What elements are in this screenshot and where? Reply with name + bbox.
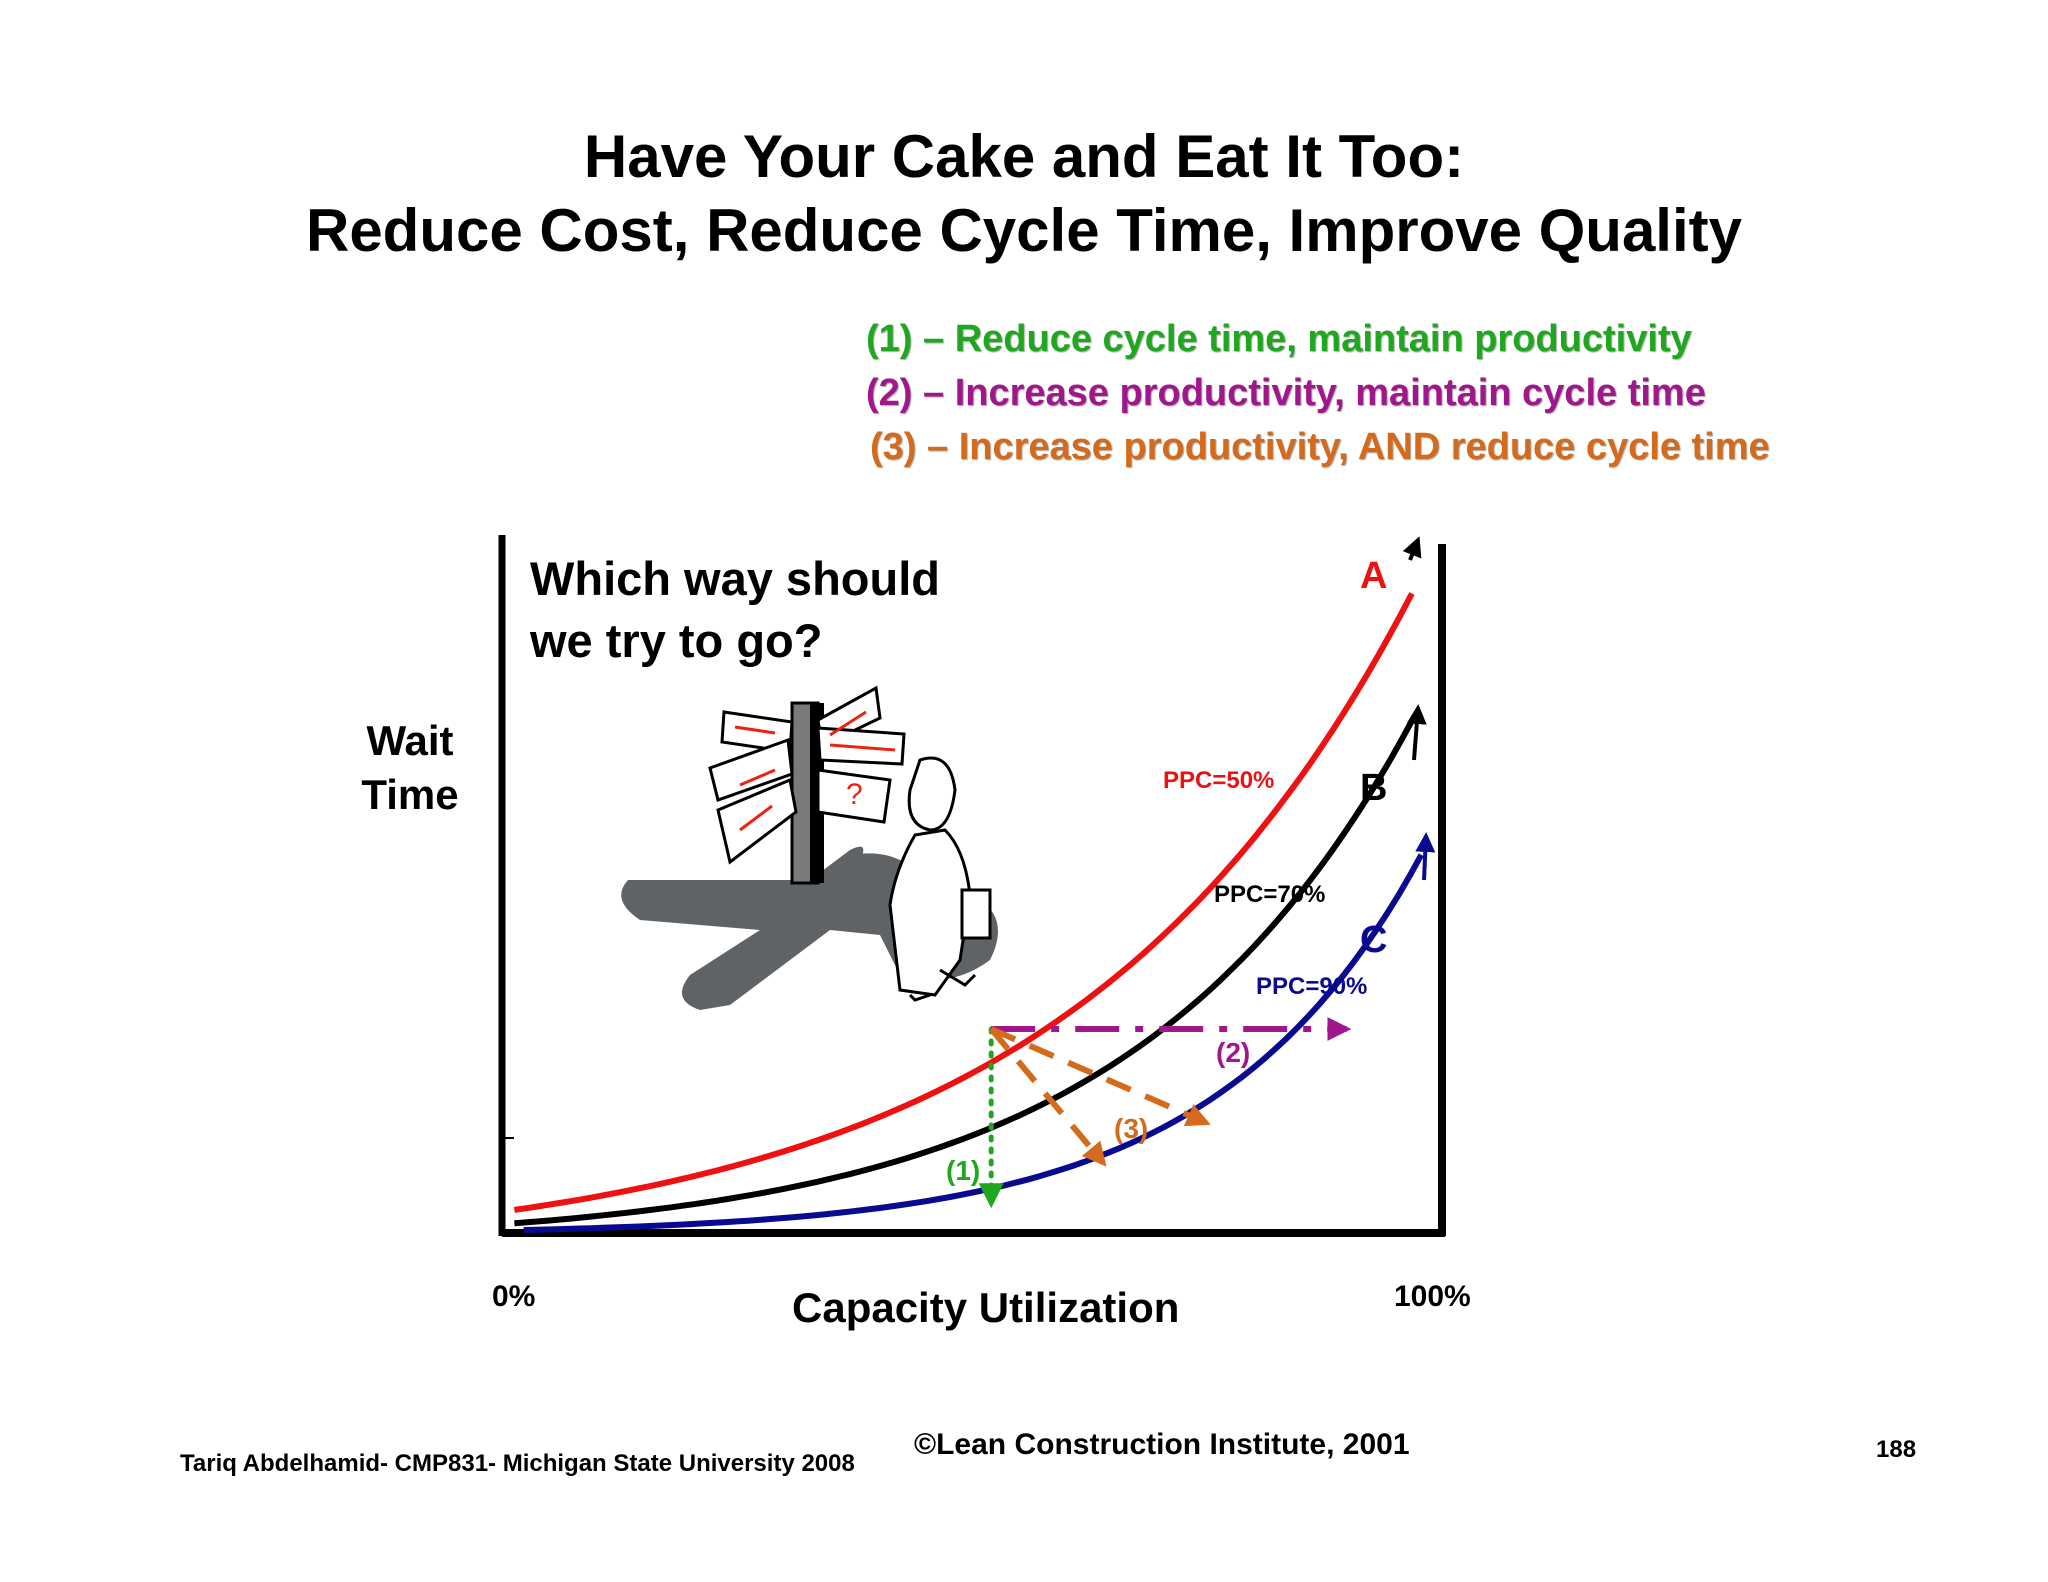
series-b-curve <box>514 719 1415 1227</box>
x-tick-0: 0% <box>492 1280 536 1313</box>
series-b-ppc-label: PPC=70% <box>1214 881 1325 908</box>
y-axis-label-line2: Time <box>361 771 459 818</box>
series-b-letter: B <box>1360 767 1387 809</box>
chart-question-line1: Which way should <box>530 552 940 605</box>
chart-question: Which way should we try to go? <box>530 548 940 672</box>
legend-item-2: (2) – Increase productivity, maintain cy… <box>866 372 1706 414</box>
series-a-letter: A <box>1360 555 1387 597</box>
series-c-ppc-label: PPC=90% <box>1256 973 1367 1000</box>
page-number: 188 <box>1876 1436 1917 1463</box>
series-a-curve <box>513 592 1415 1213</box>
series-c-letter: C <box>1360 919 1387 961</box>
x-tick-100: 100% <box>1394 1280 1471 1313</box>
y-axis-label-line1: Wait <box>366 717 454 764</box>
legend-item-1: (1) – Reduce cycle time, maintain produc… <box>866 318 1692 360</box>
footer-copyright: ©Lean Construction Institute, 2001 <box>914 1428 1410 1461</box>
curve-c-arrowhead <box>1415 832 1436 881</box>
svg-text:?: ? <box>846 778 863 811</box>
arrow-label-2: (2) <box>1216 1037 1250 1068</box>
footer-author: Tariq Abdelhamid- CMP831- Michigan State… <box>180 1450 855 1477</box>
curves-layer <box>513 592 1424 1233</box>
legend-item-3: (3) – Increase productivity, AND reduce … <box>870 426 1770 468</box>
arrows-layer <box>978 1017 1352 1209</box>
x-axis-label: Capacity Utilization <box>792 1284 1180 1331</box>
y-axis-label: Wait Time <box>340 714 480 822</box>
slide-title-line1: Have Your Cake and Eat It Too: <box>583 123 1465 190</box>
curve-b-arrowhead <box>1406 704 1427 761</box>
signpost-illustration: ? <box>621 685 998 1010</box>
direction-arrow-3 <box>988 1027 1107 1167</box>
curve-a-arrowhead <box>1402 536 1422 561</box>
arrow-label-3: (3) <box>1114 1113 1148 1144</box>
slide-title-line2: Reduce Cost, Reduce Cycle Time, Improve … <box>305 197 1742 264</box>
chart-question-line2: we try to go? <box>530 614 823 667</box>
series-c-curve <box>523 853 1424 1233</box>
arrow-label-1: (1) <box>946 1155 980 1186</box>
series-a-ppc-label: PPC=50% <box>1163 767 1274 794</box>
